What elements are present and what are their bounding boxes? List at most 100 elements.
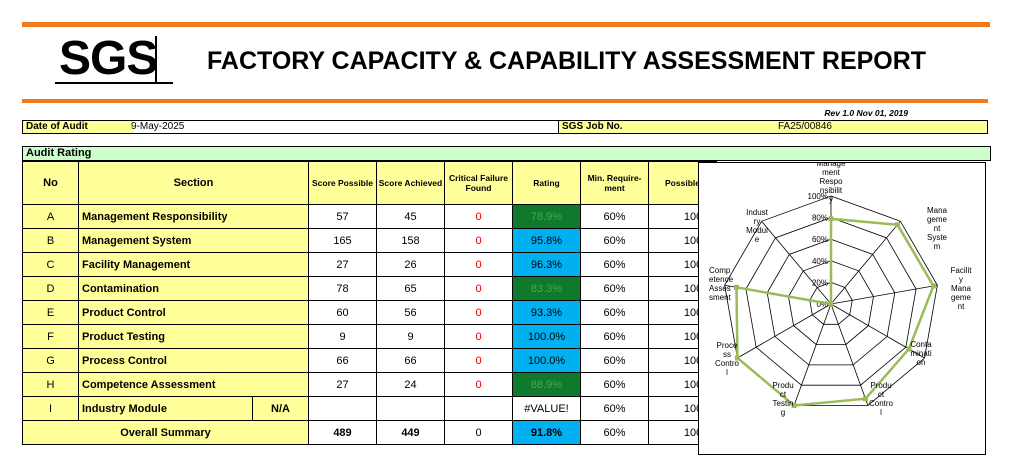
row-rating: 95.8% [512, 228, 581, 253]
summary-critical: 0 [444, 420, 513, 445]
row-critical: 0 [444, 228, 513, 253]
row-min-requirement: 60% [580, 372, 649, 397]
job-number-value: FA25/00846 [758, 121, 987, 133]
col-header-min-requirement: Min. Require-ment [580, 161, 649, 205]
radar-data-point [895, 222, 901, 228]
row-section: Industry Module [78, 396, 253, 421]
row-section: Competence Assessment [78, 372, 309, 397]
table-header-row: No Section Score Possible Score Achieved… [22, 161, 717, 205]
col-header-critical-failure: Critical Failure Found [444, 161, 513, 205]
row-score-achieved: 45 [376, 204, 445, 229]
radar-gridline [745, 217, 917, 386]
row-critical: 0 [444, 252, 513, 277]
radar-data-point [930, 283, 936, 289]
radar-category-label: Comp etence Asses sment [709, 266, 734, 302]
radar-category-label: Mana geme nt Syste m [927, 206, 948, 251]
radar-tick-label: 40% [812, 257, 828, 266]
summary-score-achieved: 449 [376, 420, 445, 445]
row-score-achieved: 24 [376, 372, 445, 397]
row-min-requirement: 60% [580, 276, 649, 301]
radar-tick-label: 100% [808, 192, 828, 201]
row-score-possible: 27 [308, 252, 377, 277]
row-critical: 0 [444, 348, 513, 373]
row-no: E [22, 300, 79, 325]
radar-spoke [830, 221, 901, 305]
radar-spoke [793, 303, 832, 406]
row-score-achieved: 26 [376, 252, 445, 277]
radar-category-label: Facilit y Mana geme nt [951, 266, 973, 311]
col-header-section: Section [78, 161, 309, 205]
logo-vertical-line [155, 36, 157, 84]
row-no: C [22, 252, 79, 277]
radar-spoke [830, 303, 869, 406]
row-critical: 0 [444, 276, 513, 301]
row-score-possible: 9 [308, 324, 377, 349]
row-section: Product Control [78, 300, 309, 325]
row-min-requirement: 60% [580, 300, 649, 325]
row-min-requirement: 60% [580, 228, 649, 253]
date-of-audit-label: Date of Audit [23, 121, 133, 133]
row-no: B [22, 228, 79, 253]
radar-data-point [862, 396, 868, 402]
sgs-logo: SGS [55, 32, 173, 85]
summary-score-possible: 489 [308, 420, 377, 445]
row-rating: 96.3% [512, 252, 581, 277]
row-score-possible: 27 [308, 372, 377, 397]
row-min-requirement: 60% [580, 348, 649, 373]
row-critical: 0 [444, 324, 513, 349]
radar-spoke [830, 284, 938, 305]
radar-chart: 0% 20% 40% 60% 80% 100% Manage ment Respo nsibili… [698, 162, 986, 455]
row-score-possible: 165 [308, 228, 377, 253]
logo-text: SGS [59, 32, 158, 85]
row-score-possible: 60 [308, 300, 377, 325]
radar-data-point [906, 346, 912, 352]
radar-gridline [788, 260, 874, 345]
radar-gridline [809, 281, 853, 325]
radar-tick-label: 80% [812, 214, 828, 223]
radar-chart-svg: 0% 20% 40% 60% 80% 100%Manage ment Respo nsibili… [709, 163, 973, 417]
top-orange-bar [22, 22, 990, 27]
radar-data-point [791, 402, 797, 408]
radar-category-label: Proce ss Contro l [715, 341, 740, 377]
row-no: F [22, 324, 79, 349]
row-rating: 100.0% [512, 324, 581, 349]
row-score-achieved: 158 [376, 228, 445, 253]
audit-info-bar: Date of Audit 9-May-2025 SGS Job No. FA2… [22, 120, 988, 134]
row-min-requirement: 60% [580, 204, 649, 229]
row-score-achieved [376, 396, 445, 421]
row-section: Facility Management [78, 252, 309, 277]
radar-tick-label: 0% [816, 300, 828, 309]
row-section: Contamination [78, 276, 309, 301]
col-header-no: No [22, 161, 79, 205]
radar-data-point [733, 284, 739, 290]
row-score-achieved: 9 [376, 324, 445, 349]
row-rating: 88.9% [512, 372, 581, 397]
report-title: FACTORY CAPACITY & CAPABILITY ASSESSMENT… [207, 47, 927, 75]
row-section: Management System [78, 228, 309, 253]
audit-rating-table: No Section Score Possible Score Achieved… [22, 161, 717, 445]
col-header-rating: Rating [512, 161, 581, 205]
radar-data-point [828, 216, 834, 222]
radar-gridline [766, 238, 896, 366]
row-rating: 93.3% [512, 300, 581, 325]
row-no: A [22, 204, 79, 229]
col-header-score-possible: Score Possible [308, 161, 377, 205]
row-rating: 78.9% [512, 204, 581, 229]
radar-tick-label: 20% [812, 278, 828, 287]
radar-category-label: Produ ct Contro l [869, 381, 894, 417]
radar-gridline [724, 195, 938, 406]
row-score-possible: 78 [308, 276, 377, 301]
row-no: D [22, 276, 79, 301]
row-section: Product Testing [78, 324, 309, 349]
radar-category-label: Manage ment Respo nsibilit y [817, 163, 846, 204]
row-score-possible: 57 [308, 204, 377, 229]
row-critical: 0 [444, 300, 513, 325]
row-no: H [22, 372, 79, 397]
audit-rating-heading: Audit Rating [22, 146, 991, 161]
radar-category-label: Indust ry Modul e [746, 208, 769, 244]
